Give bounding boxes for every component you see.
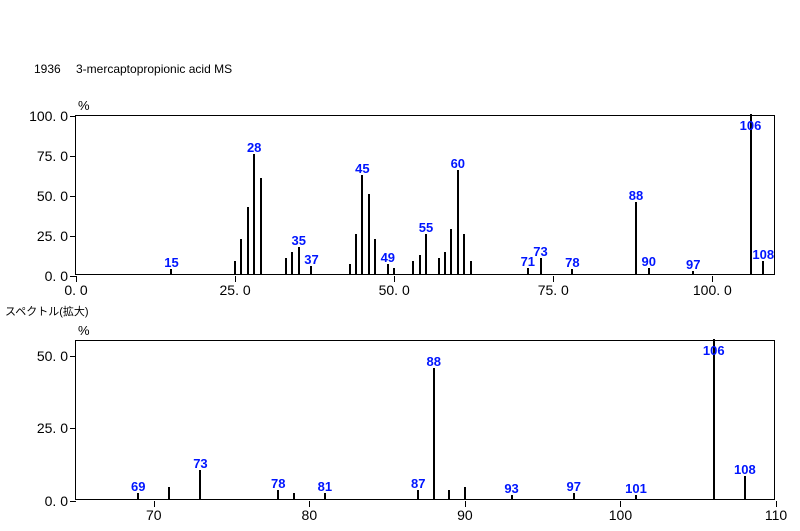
spectrum-bar xyxy=(540,258,542,274)
x-tick-label: 70 xyxy=(146,507,162,523)
peak-label: 108 xyxy=(752,247,774,262)
peak-label: 49 xyxy=(381,250,395,265)
spectrum-bar xyxy=(713,339,715,499)
spectrum-bar xyxy=(470,261,472,274)
spectrum-bar xyxy=(425,234,427,274)
spectrum-bar xyxy=(448,490,450,499)
x-tick-label: 80 xyxy=(302,507,318,523)
peak-label: 88 xyxy=(427,354,441,369)
spectrum-bar xyxy=(247,207,249,274)
spectrum-bar xyxy=(444,252,446,274)
x-tick-label: 0. 0 xyxy=(64,282,87,298)
peak-label: 78 xyxy=(565,255,579,270)
spectrum-bar xyxy=(393,268,395,274)
spectrum-bar xyxy=(419,255,421,274)
spectrum-bar xyxy=(234,261,236,274)
spectrum-bar xyxy=(635,202,637,274)
spectrum-bar xyxy=(260,178,262,274)
peak-label: 35 xyxy=(291,233,305,248)
spectrum-bar xyxy=(291,252,293,274)
y-tick-label: 0. 0 xyxy=(18,493,68,509)
y-tick xyxy=(70,236,76,237)
y-tick-label: 0. 0 xyxy=(18,268,68,284)
x-tick-label: 100 xyxy=(609,507,632,523)
spectrum-bar xyxy=(285,258,287,274)
y-tick xyxy=(70,356,76,357)
peak-label: 78 xyxy=(271,476,285,491)
peak-label: 15 xyxy=(164,255,178,270)
y-unit: % xyxy=(78,98,90,113)
y-tick-label: 50. 0 xyxy=(18,188,68,204)
y-tick-label: 25. 0 xyxy=(18,420,68,436)
peak-label: 106 xyxy=(703,343,725,358)
peak-label: 97 xyxy=(686,257,700,272)
peak-label: 60 xyxy=(451,156,465,171)
peak-label: 81 xyxy=(318,479,332,494)
spectrum-bar xyxy=(464,487,466,499)
peak-label: 69 xyxy=(131,479,145,494)
spectrum-bar xyxy=(355,234,357,274)
spectrum-bar xyxy=(368,194,370,274)
spectrum-id: 1936 xyxy=(34,62,61,76)
spectrum-bar xyxy=(744,476,746,499)
spectrum-bar xyxy=(387,264,389,274)
spectrum-bar xyxy=(417,490,419,499)
peak-label: 55 xyxy=(419,220,433,235)
spectrum-bar xyxy=(240,239,242,274)
spectrum-bar xyxy=(168,487,170,499)
x-tick-label: 110 xyxy=(765,507,787,523)
peak-label: 101 xyxy=(625,481,647,496)
peak-label: 108 xyxy=(734,462,756,477)
y-unit-zoom: % xyxy=(78,323,90,338)
x-tick-label: 25. 0 xyxy=(220,282,251,298)
y-tick xyxy=(70,116,76,117)
spectrum-name: 3-mercaptopropionic acid MS xyxy=(76,62,232,76)
peak-label: 45 xyxy=(355,161,369,176)
spectrum-bar xyxy=(349,264,351,274)
spectrum-bar xyxy=(293,493,295,499)
y-tick xyxy=(70,196,76,197)
y-tick xyxy=(70,428,76,429)
y-tick-label: 75. 0 xyxy=(18,148,68,164)
spectrum-bar xyxy=(463,234,465,274)
peak-label: 28 xyxy=(247,140,261,155)
spectrum-bar xyxy=(457,170,459,274)
peak-label: 90 xyxy=(641,254,655,269)
spectrum-bar xyxy=(253,154,255,274)
y-tick-label: 50. 0 xyxy=(18,348,68,364)
spectrum-bar xyxy=(438,258,440,274)
spectrum-bar xyxy=(412,261,414,274)
spectrum-bar xyxy=(374,239,376,274)
y-tick xyxy=(70,501,76,502)
y-tick-label: 100. 0 xyxy=(18,108,68,124)
ms-chart-full: 0. 025. 050. 075. 0100. 00. 025. 050. 07… xyxy=(75,115,775,275)
spectrum-bar xyxy=(361,175,363,274)
zoom-caption: スペクトル(拡大) xyxy=(5,303,89,319)
spectrum-bar xyxy=(310,266,312,274)
spectrum-bar xyxy=(277,490,279,499)
peak-label: 93 xyxy=(504,481,518,496)
peak-label: 73 xyxy=(193,456,207,471)
x-tick-label: 50. 0 xyxy=(379,282,410,298)
x-tick-label: 100. 0 xyxy=(693,282,732,298)
x-tick-label: 90 xyxy=(457,507,473,523)
peak-label: 88 xyxy=(629,188,643,203)
spectrum-bar xyxy=(298,247,300,274)
peak-label: 37 xyxy=(304,252,318,267)
peak-label: 73 xyxy=(533,244,547,259)
spectrum-bar xyxy=(762,261,764,274)
spectrum-bar xyxy=(750,114,752,274)
y-tick xyxy=(70,156,76,157)
spectrum-bar xyxy=(433,368,435,499)
ms-chart-zoom: 0. 025. 050. 070809010011069737881878893… xyxy=(75,340,775,500)
peak-label: 87 xyxy=(411,476,425,491)
x-tick-label: 75. 0 xyxy=(538,282,569,298)
peak-label: 106 xyxy=(740,118,762,133)
peak-label: 97 xyxy=(567,479,581,494)
y-tick-label: 25. 0 xyxy=(18,228,68,244)
spectrum-bar xyxy=(199,470,201,499)
spectrum-bar xyxy=(450,229,452,274)
